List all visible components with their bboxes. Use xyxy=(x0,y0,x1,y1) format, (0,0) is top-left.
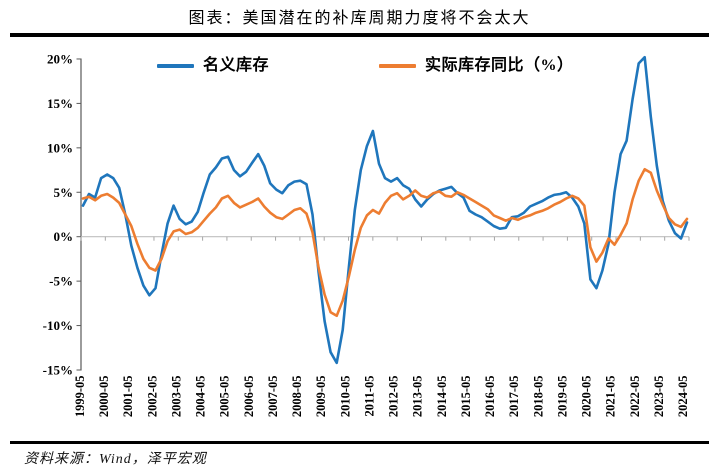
x-tick-label: 2018-05 xyxy=(531,376,545,418)
x-tick-label: 2020-05 xyxy=(580,376,594,418)
x-tick-label: 2002-05 xyxy=(145,376,159,418)
legend-item-real-inventory-yoy: 实际库存同比（%） xyxy=(379,58,574,74)
x-tick-label: 2006-05 xyxy=(242,376,256,418)
y-tick-label: 0% xyxy=(54,229,74,244)
nominal-inventory-line xyxy=(81,55,689,365)
x-tick-label: 1999-05 xyxy=(73,376,87,418)
nominal-inventory-line-swatch xyxy=(157,64,194,68)
x-tick-label: 2004-05 xyxy=(194,376,208,418)
real-inventory-legend-label: 实际库存同比（%） xyxy=(425,57,574,74)
x-tick-label: 2013-05 xyxy=(411,376,425,418)
x-tick-label: 2000-05 xyxy=(97,376,111,418)
y-tick-label: -10% xyxy=(43,318,73,333)
x-tick-label: 2005-05 xyxy=(218,376,232,418)
x-tick-label: 2016-05 xyxy=(483,376,497,418)
x-tick-label: 2017-05 xyxy=(507,376,521,418)
x-tick-label: 2011-05 xyxy=(362,376,376,417)
x-tick-label: 2008-05 xyxy=(290,376,304,418)
y-tick-label: -15% xyxy=(43,362,73,377)
y-tick-label: 20% xyxy=(47,51,73,66)
x-tick-label: 2015-05 xyxy=(459,376,473,418)
real-inventory-line-swatch xyxy=(379,64,416,68)
nominal-inventory-legend-label: 名义库存 xyxy=(203,57,270,74)
x-tick-label: 2009-05 xyxy=(314,376,328,418)
chart-title: 图表：美国潜在的补库周期力度将不会太大 xyxy=(188,10,531,27)
x-tick-label: 2010-05 xyxy=(338,376,352,418)
real-inventory-yoy-line xyxy=(81,167,689,318)
x-tick-label: 2021-05 xyxy=(604,376,618,418)
x-tick-label: 2019-05 xyxy=(555,376,569,418)
source-note: 资料来源：Wind，泽平宏观 xyxy=(24,452,207,467)
bottom-divider xyxy=(10,441,709,444)
x-tick-label: 2024-05 xyxy=(676,376,690,418)
x-tick-label: 2014-05 xyxy=(435,376,449,418)
y-tick-label: 15% xyxy=(47,96,73,111)
x-tick-label: 2022-05 xyxy=(628,376,642,418)
x-tick-label: 2001-05 xyxy=(121,376,135,418)
legend-item-nominal-inventory: 名义库存 xyxy=(157,58,269,74)
x-tick-label: 2003-05 xyxy=(169,376,183,418)
x-tick-label: 2023-05 xyxy=(652,376,666,418)
y-tick-label: -5% xyxy=(49,274,73,289)
x-tick-label: 2007-05 xyxy=(266,376,280,418)
top-divider xyxy=(10,33,709,37)
y-tick-label: 5% xyxy=(54,185,74,200)
y-tick-label: 10% xyxy=(47,140,73,155)
x-tick-label: 2012-05 xyxy=(387,376,401,418)
